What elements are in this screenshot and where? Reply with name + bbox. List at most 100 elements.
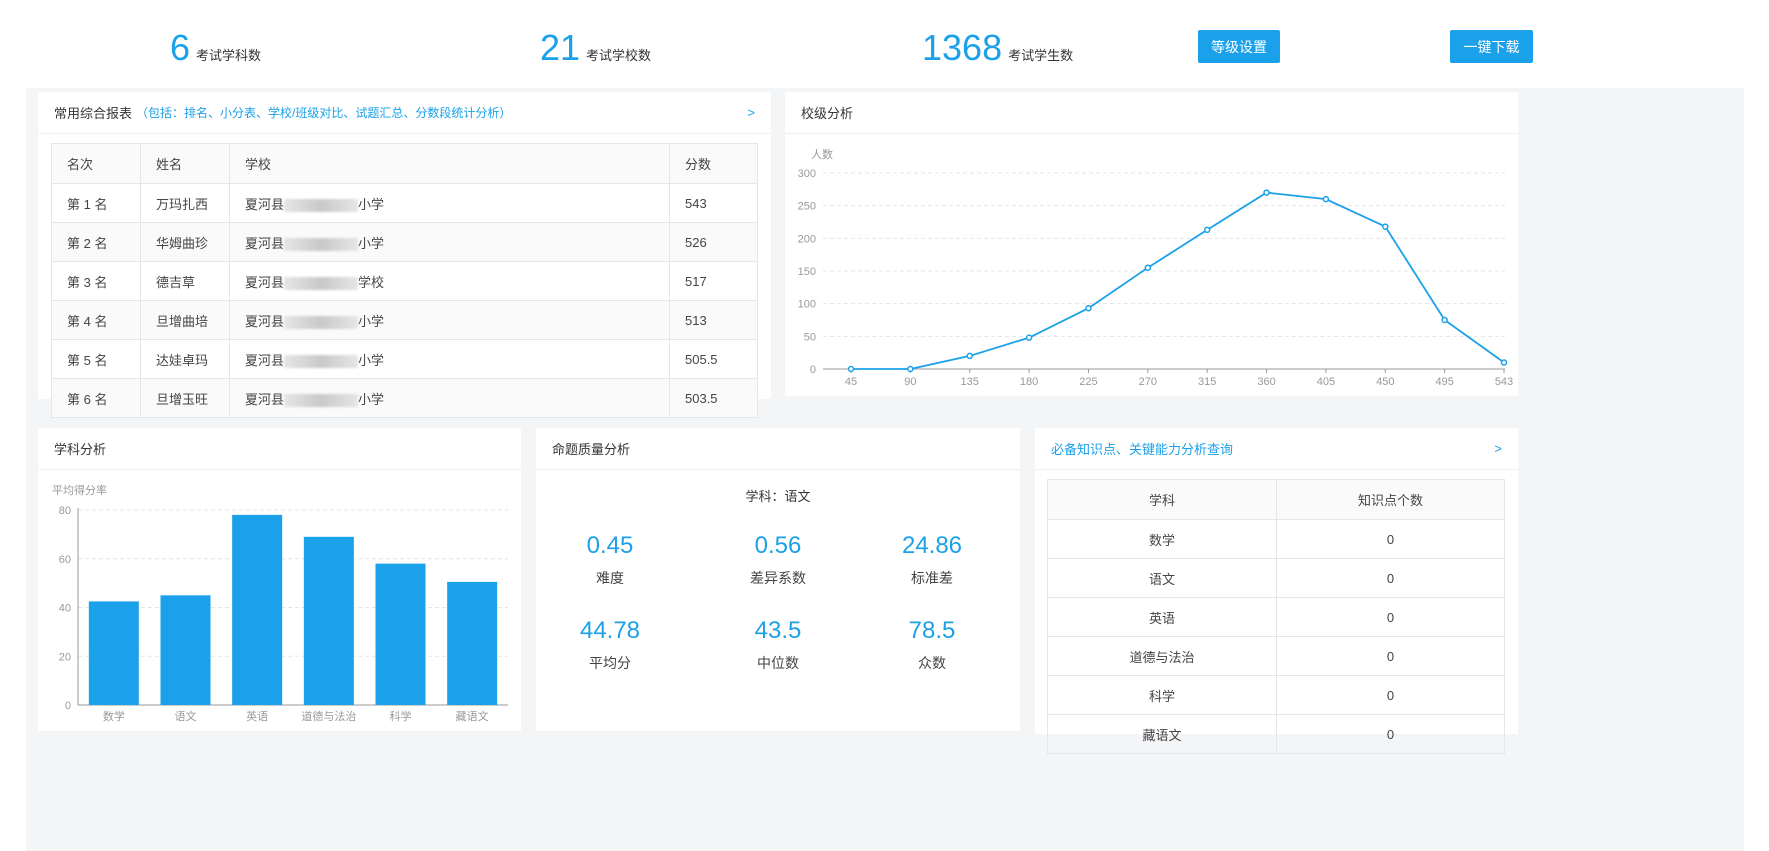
table-row: 第 3 名德吉草 夏河县 学校 517 [51,261,758,301]
column-header: 学校 [229,143,670,184]
school-analysis-header: 校级分析 [785,92,1518,134]
subject-cell: 藏语文 [1047,714,1277,754]
x-tick-label: 360 [1257,376,1275,388]
knowledge-title[interactable]: 必备知识点、关键能力分析查询 [1051,442,1234,457]
data-point [1144,264,1152,271]
school-analysis-title: 校级分析 [801,106,854,121]
table-header-row: 学科 知识点个数 [1047,479,1505,520]
column-header: 名次 [51,143,141,184]
summary-bar: 6 考试学科数 21 考试学校数 1368 考试学生数 等级设置 一键下载 [0,0,1769,88]
ranking-table-body: 第 1 名万玛扎西 夏河县 小学 543 第 2 名华姆曲珍 夏河县 小学 526 第 3 名德… [51,183,758,418]
subject-cell: 科学 [1047,675,1277,715]
x-tick-label: 270 [1139,376,1157,388]
data-point [1382,223,1389,230]
ranking-table: 名次 姓名 学校 分数 第 1 名万玛扎西 夏河县 小学 543 第 2 名华姆曲珍 夏河… [51,143,758,418]
count-cell: 0 [1276,597,1505,637]
table-row[interactable]: 数学 0 [1047,519,1505,559]
report-subtitle: （包括：排名、小分表、学校/班级对比、试题汇总、分数段统计分析） [136,106,512,120]
school-cell: 夏河县 小学 [229,222,670,262]
column-header: 学科 [1047,479,1277,520]
report-title: 常用综合报表 [54,106,133,121]
knowledge-table-body: 数学 0 语文 0 英语 0 道德与法治 0 科学 0 藏语文 0 [1047,519,1505,754]
score-cell: 513 [669,300,758,340]
stat-value: 6 [170,27,191,68]
question-quality-card: 命题质量分析 学科：语文 0.45 难度 0.56 差异系数 24.86 标准差… [536,428,1020,731]
y-tick-label: 80 [59,505,71,517]
school-suffix: 学校 [358,274,385,290]
school-suffix: 小学 [358,235,385,251]
score-distribution-line-chart: 人数 0 50 100 150 200 250 300 45 90 135 180 225 270 315 3… [798,148,1514,388]
school-suffix: 小学 [358,196,385,212]
x-tick-label: 藏语文 [456,709,489,723]
table-row[interactable]: 道德与法治 0 [1047,636,1505,676]
name-cell: 达娃卓玛 [140,339,230,379]
y-tick-label: 0 [810,364,816,376]
name-cell: 万玛扎西 [140,183,230,223]
redaction-blur [284,393,359,407]
x-tick-label: 科学 [390,709,412,723]
knowledge-table: 学科 知识点个数 数学 0 语文 0 英语 0 道德与法治 0 科学 0 藏语文 0 [1047,479,1505,754]
column-header: 分数 [669,143,758,184]
x-tick-label: 405 [1317,376,1335,388]
grade-settings-button[interactable]: 等级设置 [1198,30,1280,63]
knowledge-card: 必备知识点、关键能力分析查询 > 学科 知识点个数 数学 0 语文 0 英语 0 道德与法治… [1035,428,1518,754]
column-header: 姓名 [140,143,230,184]
x-tick-label: 543 [1495,376,1513,388]
stat-value: 21 [540,27,581,68]
y-tick-label: 20 [59,651,71,663]
table-row[interactable]: 语文 0 [1047,558,1505,598]
redaction-blur [284,198,359,212]
metric-value: 44.78 [579,617,641,644]
table-row: 第 4 名旦增曲培 夏河县 小学 513 [51,300,758,340]
data-point [1025,334,1033,341]
table-row[interactable]: 藏语文 0 [1047,714,1505,754]
rank-cell: 第 3 名 [51,261,141,301]
count-cell: 0 [1276,636,1505,676]
stat-label: 考试学科数 [196,48,262,63]
table-header-row: 名次 姓名 学校 分数 [51,143,758,184]
table-row: 第 2 名华姆曲珍 夏河县 小学 526 [51,222,758,262]
school-cell: 夏河县 小学 [229,300,670,340]
bar [88,601,139,705]
data-point [1441,316,1448,324]
data-point [1500,359,1508,366]
metric-value: 78.5 [908,617,956,644]
report-card: 常用综合报表 （包括：排名、小分表、学校/班级对比、试题汇总、分数段统计分析） … [38,92,771,418]
metric-variation-coefficient: 0.56 差异系数 [688,534,868,588]
y-tick-label: 40 [59,603,71,615]
data-point [907,365,914,373]
report-open-arrow-icon[interactable]: > [747,105,755,120]
table-row: 第 1 名万玛扎西 夏河县 小学 543 [51,183,758,223]
table-row[interactable]: 英语 0 [1047,597,1505,637]
stat-schools: 21 考试学校数 [540,30,651,66]
subject-cell: 语文 [1047,558,1277,598]
x-tick-label: 225 [1079,376,1097,388]
data-point [1203,226,1211,234]
metric-std-dev: 24.86 标准差 [842,534,1022,588]
y-tick-label: 200 [798,233,816,245]
y-tick-label: 100 [798,299,816,311]
table-row[interactable]: 科学 0 [1047,675,1505,715]
metric-mode: 78.5 众数 [842,619,1022,673]
report-card-header[interactable]: 常用综合报表 （包括：排名、小分表、学校/班级对比、试题汇总、分数段统计分析） … [38,92,771,134]
metric-value: 24.86 [901,532,963,559]
score-cell: 526 [669,222,758,262]
download-all-button[interactable]: 一键下载 [1450,30,1533,63]
redaction-blur [284,237,359,251]
name-cell: 旦增玉旺 [140,378,230,418]
x-tick-label: 90 [904,376,916,388]
school-prefix: 夏河县 [245,196,285,212]
rank-cell: 第 2 名 [51,222,141,262]
knowledge-card-header[interactable]: 必备知识点、关键能力分析查询 > [1035,428,1518,470]
score-cell: 517 [669,261,758,301]
knowledge-open-arrow-icon[interactable]: > [1494,441,1502,456]
metric-value: 0.45 [586,532,634,559]
count-cell: 0 [1276,519,1505,559]
x-tick-label: 45 [845,376,857,388]
x-tick-label: 495 [1435,376,1453,388]
y-tick-label: 50 [804,331,816,343]
data-point [1085,304,1092,312]
bar [160,595,211,705]
stat-students: 1368 考试学生数 [922,30,1073,66]
x-tick-label: 英语 [246,709,268,723]
